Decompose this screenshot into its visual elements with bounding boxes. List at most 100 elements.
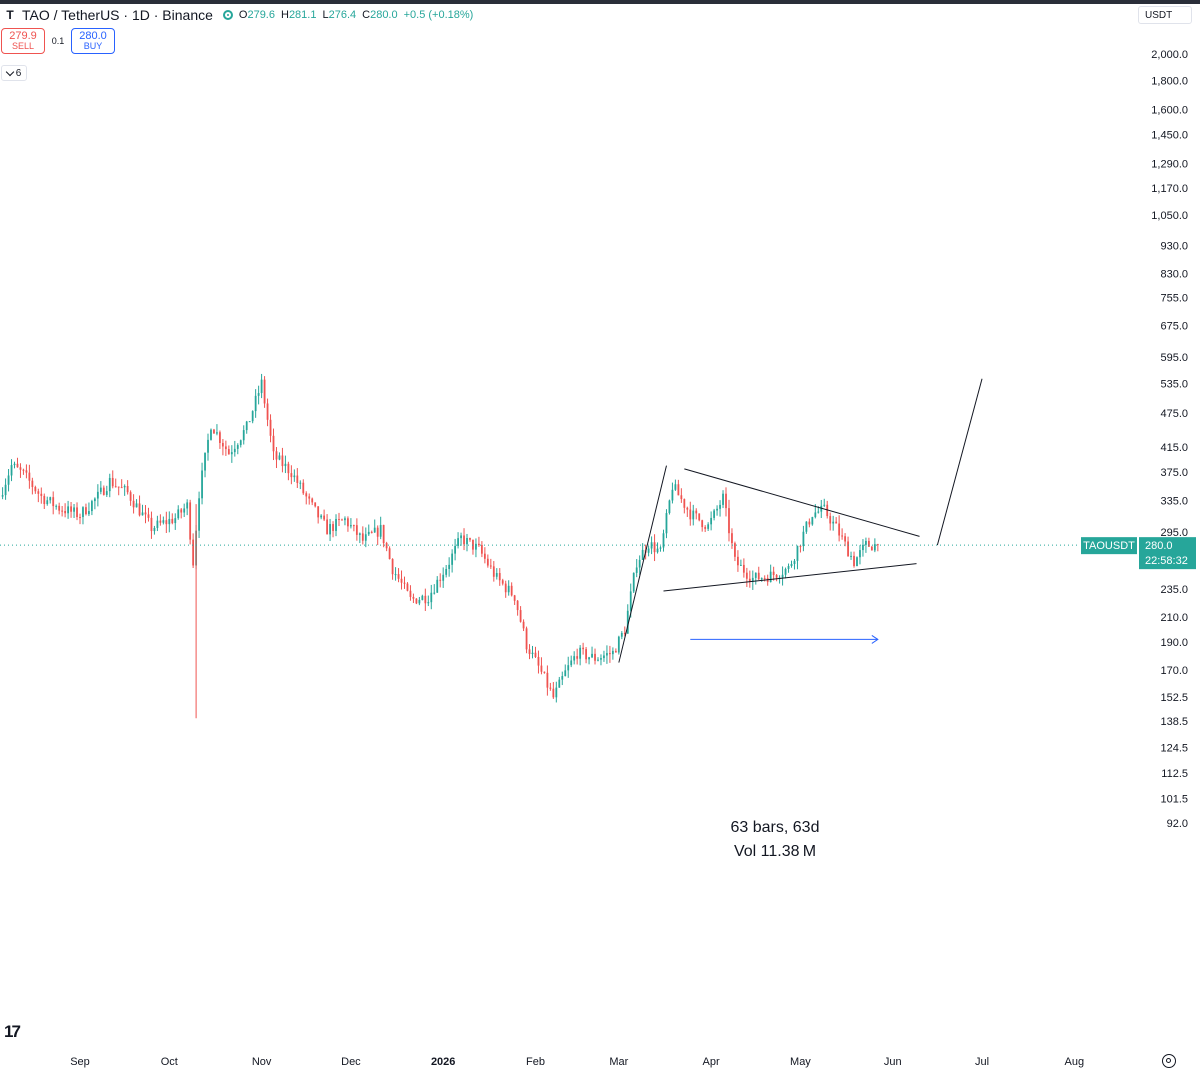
candle-body bbox=[579, 647, 582, 659]
buy-button[interactable]: 280.0 BUY bbox=[71, 28, 115, 54]
candle-body bbox=[787, 566, 790, 569]
candle-body bbox=[284, 463, 287, 467]
candle-body bbox=[236, 445, 239, 449]
sell-button[interactable]: 279.9 SELL bbox=[1, 28, 45, 54]
candle-body bbox=[248, 421, 251, 423]
candle-body bbox=[647, 548, 650, 553]
y-tick-label: 1,800.0 bbox=[1151, 75, 1188, 87]
y-tick-label: 755.0 bbox=[1160, 292, 1188, 304]
candle-body bbox=[293, 475, 296, 478]
candle-body bbox=[391, 559, 394, 575]
candle-body bbox=[290, 473, 293, 478]
candle-body bbox=[287, 463, 290, 474]
candle-body bbox=[451, 553, 454, 565]
y-tick-label: 2,000.0 bbox=[1151, 49, 1188, 61]
candle-body bbox=[111, 477, 114, 487]
candle-body bbox=[823, 504, 826, 506]
projected-breakout-line[interactable] bbox=[936, 378, 983, 546]
last-price-tag: 280.0 bbox=[1145, 540, 1173, 552]
candle-body bbox=[519, 610, 522, 622]
candle-body bbox=[498, 573, 501, 581]
currency-select[interactable]: USDT bbox=[1138, 6, 1192, 24]
triangle-upper-line[interactable] bbox=[684, 468, 920, 537]
candle-body bbox=[210, 429, 212, 440]
x-tick-label: Jun bbox=[884, 1056, 902, 1068]
candle-body bbox=[692, 510, 695, 520]
candle-body bbox=[31, 480, 34, 488]
candle-body bbox=[478, 543, 480, 546]
candle-body bbox=[388, 548, 391, 560]
candle-body bbox=[597, 659, 599, 661]
candle-body bbox=[141, 512, 144, 516]
candle-body bbox=[611, 650, 614, 655]
candle-body bbox=[876, 544, 879, 546]
candle-body bbox=[114, 486, 117, 488]
candle-body bbox=[397, 574, 400, 579]
candle-body bbox=[263, 379, 266, 404]
candle-body bbox=[204, 452, 206, 471]
candle-body bbox=[531, 652, 534, 655]
triangle-lower-line[interactable] bbox=[663, 563, 917, 592]
candle-body bbox=[832, 521, 835, 524]
ohlc-open: O279.6 bbox=[238, 9, 275, 21]
candle-body bbox=[224, 446, 227, 450]
candle-body bbox=[201, 470, 203, 499]
candle-body bbox=[561, 676, 564, 680]
candle-body bbox=[10, 465, 13, 476]
symbol-tag: TAOUSDT bbox=[1083, 540, 1135, 552]
y-tick-label: 138.5 bbox=[1160, 716, 1188, 728]
candle-body bbox=[278, 455, 281, 460]
candle-body bbox=[430, 592, 433, 603]
candle-body bbox=[46, 500, 49, 505]
chevron-down-icon bbox=[5, 67, 14, 76]
candle-body bbox=[257, 393, 260, 396]
candle-body bbox=[614, 650, 617, 653]
candle-body bbox=[361, 533, 364, 541]
candle-body bbox=[609, 653, 611, 655]
x-tick-label: Sep bbox=[70, 1056, 90, 1068]
candle-body bbox=[847, 541, 849, 557]
y-tick-label: 235.0 bbox=[1160, 584, 1188, 596]
symbol-logo: T bbox=[6, 8, 14, 22]
candle-body bbox=[516, 600, 519, 611]
candle-body bbox=[564, 670, 567, 677]
candle-body bbox=[445, 568, 448, 575]
candle-body bbox=[189, 502, 192, 540]
symbol-title[interactable]: TAO / TetherUS · 1D · Binance bbox=[22, 7, 213, 23]
impulse-pole-line[interactable] bbox=[618, 465, 667, 663]
candle-body bbox=[260, 379, 263, 394]
candle-body bbox=[144, 512, 147, 515]
candle-body bbox=[859, 550, 861, 558]
candle-body bbox=[814, 512, 817, 518]
sell-price: 279.9 bbox=[9, 30, 37, 42]
candle-body bbox=[311, 498, 314, 503]
candle-body bbox=[537, 656, 540, 666]
candle-body bbox=[853, 555, 855, 567]
candle-body bbox=[370, 531, 373, 533]
candle-body bbox=[272, 435, 275, 452]
ohlc-change: +0.5 (+0.18%) bbox=[403, 9, 474, 21]
candle-body bbox=[37, 491, 40, 494]
candle-body bbox=[93, 498, 96, 502]
candle-body bbox=[326, 519, 328, 535]
candle-body bbox=[427, 602, 430, 604]
ohlc-low: L276.4 bbox=[322, 9, 357, 21]
candle-body bbox=[739, 564, 742, 566]
candle-body bbox=[841, 535, 844, 537]
tradingview-logo-icon[interactable]: 17 bbox=[4, 1022, 21, 1041]
candle-body bbox=[790, 564, 793, 567]
candle-body bbox=[760, 578, 763, 580]
candle-body bbox=[439, 579, 442, 581]
gear-icon[interactable] bbox=[1162, 1054, 1176, 1068]
indicators-toggle[interactable]: 6 bbox=[1, 65, 27, 81]
market-status-icon[interactable] bbox=[222, 10, 233, 20]
candle-body bbox=[40, 493, 43, 496]
candle-body bbox=[701, 520, 704, 528]
candle-body bbox=[576, 656, 579, 659]
candle-body bbox=[728, 508, 730, 534]
y-tick-label: 535.0 bbox=[1160, 378, 1188, 390]
candle-body bbox=[683, 499, 686, 508]
candle-body bbox=[96, 491, 99, 499]
candle-body bbox=[454, 545, 457, 554]
